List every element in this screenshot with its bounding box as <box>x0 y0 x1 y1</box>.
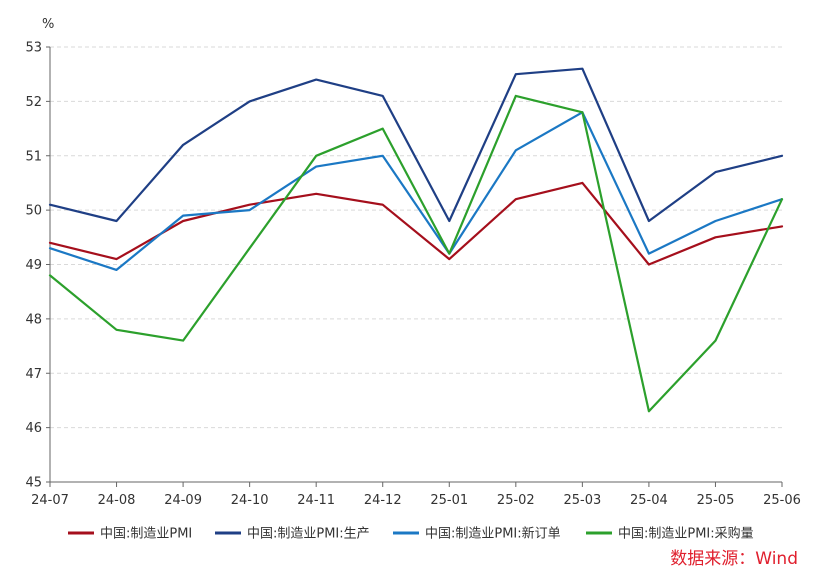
series-line-4 <box>48 94 784 413</box>
y-tick-label: 45 <box>25 476 42 491</box>
x-tick-label: 24-08 <box>98 493 136 508</box>
x-tick-label: 24-09 <box>164 493 202 508</box>
legend-item: 中国:制造业PMI:采购量 <box>586 526 754 542</box>
x-tick-label: 25-03 <box>563 493 601 508</box>
y-tick-label: 51 <box>25 149 42 164</box>
x-tick-label: 25-05 <box>697 493 735 508</box>
series-lines <box>48 67 784 413</box>
legend-label: 中国:制造业PMI <box>100 527 192 542</box>
x-tick-label: 25-04 <box>630 493 668 508</box>
y-tick-label: 47 <box>25 367 42 382</box>
y-tick-label: 52 <box>25 95 42 110</box>
y-tick-label: 48 <box>25 312 42 327</box>
series-line-1 <box>48 181 784 266</box>
series-line-2 <box>48 67 784 223</box>
x-tick-label: 25-02 <box>497 493 535 508</box>
x-tick-label: 25-06 <box>763 493 801 508</box>
legend-label: 中国:制造业PMI:采购量 <box>618 526 754 542</box>
legend-item: 中国:制造业PMI <box>68 527 192 542</box>
axes: 45 46 47 48 49 50 51 52 53 24-07 24-08 24-09 24-10 24… <box>25 41 800 509</box>
gridlines <box>50 46 782 429</box>
x-tick-label: 24-11 <box>297 493 335 508</box>
y-tick-label: 49 <box>25 258 42 273</box>
legend: 中国:制造业PMI 中国:制造业PMI:生产 中国:制造业PMI:新订单 中国:制造业… <box>68 526 754 542</box>
x-tick-label: 24-10 <box>231 493 269 508</box>
y-tick-label: 46 <box>25 421 42 436</box>
legend-label: 中国:制造业PMI:生产 <box>247 527 370 542</box>
source-note: 数据来源：Wind <box>670 549 798 569</box>
legend-item: 中国:制造业PMI:新订单 <box>393 526 561 542</box>
y-tick-label: 53 <box>25 41 42 56</box>
x-tick-label: 24-07 <box>31 493 69 508</box>
y-tick-label: 50 <box>25 204 42 219</box>
y-axis-unit-label: % <box>42 17 54 32</box>
legend-item: 中国:制造业PMI:生产 <box>215 527 370 542</box>
series-line-3 <box>48 111 784 271</box>
legend-label: 中国:制造业PMI:新订单 <box>425 526 561 542</box>
x-tick-label: 24-12 <box>364 493 402 508</box>
x-tick-label: 25-01 <box>430 493 468 508</box>
